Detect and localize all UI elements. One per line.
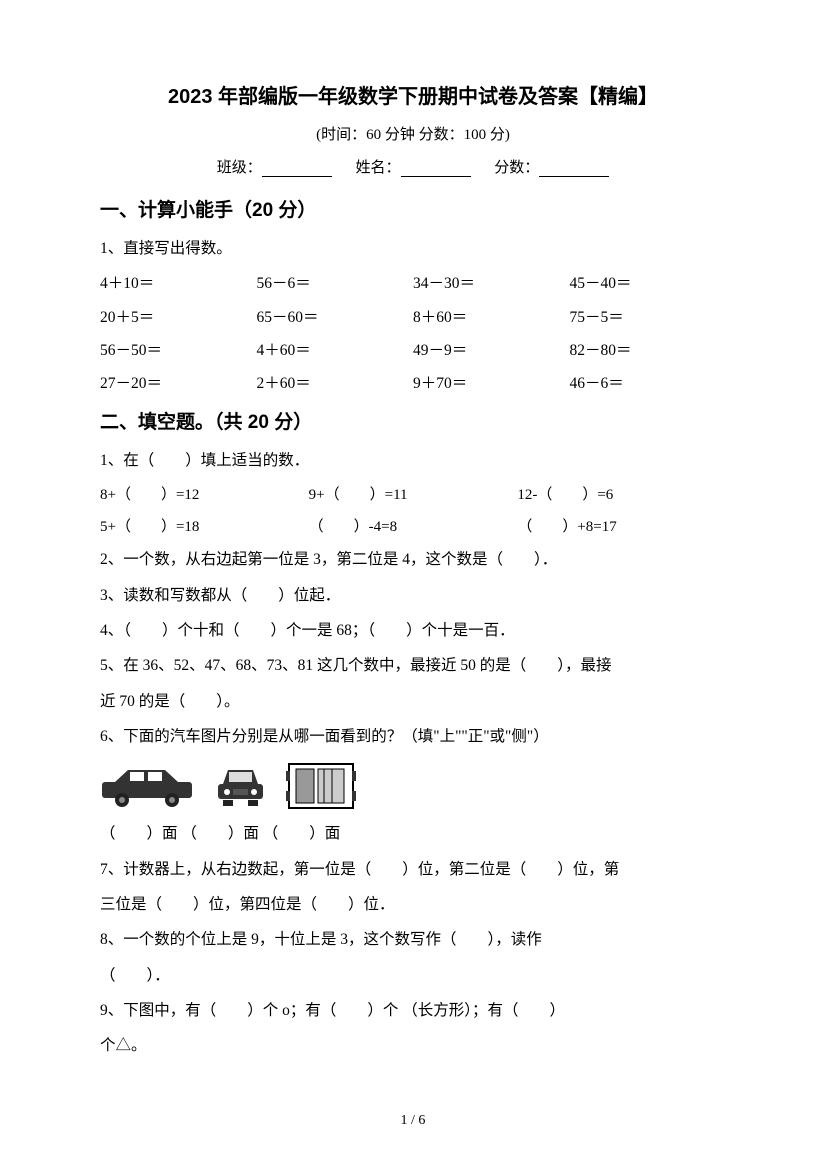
section-1-q1-label: 1、直接写出得数。	[100, 232, 726, 265]
fill-cell: 12-（ ）=6	[517, 479, 726, 511]
fill-cell: （ ）-4=8	[309, 511, 518, 543]
calculation-grid: 4＋10＝ 56－6＝ 34－30＝ 45－40＝ 20＋5＝ 65－60＝ 8…	[100, 267, 726, 400]
section-2-q5a: 5、在 36、52、47、68、73、81 这几个数中，最接近 50 的是（ ）…	[100, 649, 726, 682]
calc-cell: 45－40＝	[570, 267, 727, 300]
calc-cell: 56－50＝	[100, 334, 257, 367]
fill-cell: 5+（ ）=18	[100, 511, 309, 543]
car-side-icon	[100, 764, 195, 809]
fill-cell: （ ）+8=17	[517, 511, 726, 543]
class-blank	[262, 161, 332, 177]
calc-cell: 2＋60＝	[257, 367, 414, 400]
section-2-q9a: 9、下图中，有（ ）个 o；有（ ）个 （长方形）；有（ ）	[100, 994, 726, 1027]
calc-cell: 46－6＝	[570, 367, 727, 400]
section-2-heading: 二、填空题。（共 20 分）	[100, 407, 726, 434]
document-subtitle: (时间：60 分钟 分数：100 分)	[100, 123, 726, 144]
calc-cell: 49－9＝	[413, 334, 570, 367]
section-2-q4: 4、（ ）个十和（ ）个一是 68；（ ）个十是一百．	[100, 614, 726, 647]
section-2-q6: 6、下面的汽车图片分别是从哪一面看到的？（填"上""正"或"侧"）	[100, 720, 726, 753]
section-2-q6-labels: （ ）面 （ ）面 （ ）面	[100, 817, 726, 850]
section-2-q8b: （ ）．	[100, 959, 726, 992]
car-top-icon	[286, 761, 356, 811]
fill-grid: 8+（ ）=12 9+（ ）=11 12-（ ）=6 5+（ ）=18 （ ）-…	[100, 479, 726, 544]
fill-cell: 9+（ ）=11	[309, 479, 518, 511]
class-label: 班级：	[217, 160, 262, 176]
calc-cell: 82－80＝	[570, 334, 727, 367]
section-2-q9b: 个△。	[100, 1029, 726, 1062]
section-2-q2: 2、一个数，从右边起第一位是 3，第二位是 4，这个数是（ ）．	[100, 543, 726, 576]
car-front-icon	[213, 764, 268, 809]
page-number: 1 / 6	[0, 1113, 826, 1129]
calc-cell: 4＋10＝	[100, 267, 257, 300]
section-2-q7a: 7、计数器上，从右边数起，第一位是（ ）位，第二位是（ ）位，第	[100, 853, 726, 886]
fill-cell: 8+（ ）=12	[100, 479, 309, 511]
score-label: 分数：	[494, 160, 539, 176]
calc-cell: 56－6＝	[257, 267, 414, 300]
calc-cell: 4＋60＝	[257, 334, 414, 367]
section-2-q1-label: 1、在（ ）填上适当的数．	[100, 444, 726, 477]
section-2-q8a: 8、一个数的个位上是 9，十位上是 3，这个数写作（ ），读作	[100, 923, 726, 956]
section-2-q3: 3、读数和写数都从（ ）位起．	[100, 579, 726, 612]
section-2-q7b: 三位是（ ）位，第四位是（ ）位．	[100, 888, 726, 921]
calc-cell: 8＋60＝	[413, 301, 570, 334]
name-label: 姓名：	[355, 160, 400, 176]
student-info-line: 班级： 姓名： 分数：	[100, 156, 726, 177]
calc-cell: 20＋5＝	[100, 301, 257, 334]
car-images-row	[100, 761, 726, 811]
calc-cell: 34－30＝	[413, 267, 570, 300]
section-1-heading: 一、计算小能手（20 分）	[100, 195, 726, 222]
calc-cell: 9＋70＝	[413, 367, 570, 400]
section-2-q5b: 近 70 的是（ ）。	[100, 685, 726, 718]
calc-cell: 65－60＝	[257, 301, 414, 334]
calc-cell: 27－20＝	[100, 367, 257, 400]
calc-cell: 75－5＝	[570, 301, 727, 334]
document-title: 2023 年部编版一年级数学下册期中试卷及答案【精编】	[100, 80, 726, 109]
name-blank	[401, 161, 471, 177]
score-blank	[539, 161, 609, 177]
